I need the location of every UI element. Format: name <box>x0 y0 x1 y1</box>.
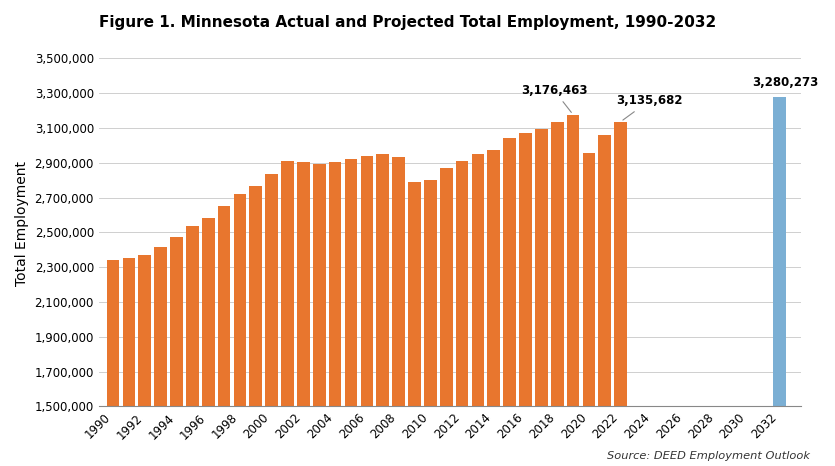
Text: Source: DEED Employment Outlook: Source: DEED Employment Outlook <box>607 452 810 461</box>
Bar <box>377 154 389 466</box>
Bar <box>392 157 405 466</box>
Bar <box>504 138 516 466</box>
Bar <box>424 180 437 466</box>
Bar <box>266 173 278 466</box>
Text: 3,176,463: 3,176,463 <box>521 84 587 112</box>
Bar <box>154 247 167 466</box>
Bar <box>139 255 151 466</box>
Bar <box>440 168 453 466</box>
Bar <box>599 135 611 466</box>
Bar <box>123 258 135 466</box>
Bar <box>345 159 357 466</box>
Bar <box>472 154 484 466</box>
Bar <box>281 161 294 466</box>
Text: 3,280,273: 3,280,273 <box>752 75 819 89</box>
Bar <box>615 122 627 466</box>
Text: Figure 1. Minnesota Actual and Projected Total Employment, 1990-2032: Figure 1. Minnesota Actual and Projected… <box>99 15 716 30</box>
Bar <box>408 182 421 466</box>
Bar <box>107 260 119 466</box>
Bar <box>186 226 199 466</box>
Bar <box>488 150 500 466</box>
Bar <box>551 123 564 466</box>
Bar <box>313 164 326 466</box>
Bar <box>519 133 532 466</box>
Bar <box>234 194 246 466</box>
Bar <box>250 186 262 466</box>
Text: 3,135,682: 3,135,682 <box>616 94 682 120</box>
Bar <box>202 218 215 466</box>
Bar <box>773 96 786 466</box>
Y-axis label: Total Employment: Total Employment <box>15 161 29 286</box>
Bar <box>170 237 183 466</box>
Bar <box>456 161 468 466</box>
Bar <box>567 115 579 466</box>
Bar <box>218 206 230 466</box>
Bar <box>535 129 548 466</box>
Bar <box>329 162 342 466</box>
Bar <box>583 153 595 466</box>
Bar <box>297 162 310 466</box>
Bar <box>361 156 373 466</box>
